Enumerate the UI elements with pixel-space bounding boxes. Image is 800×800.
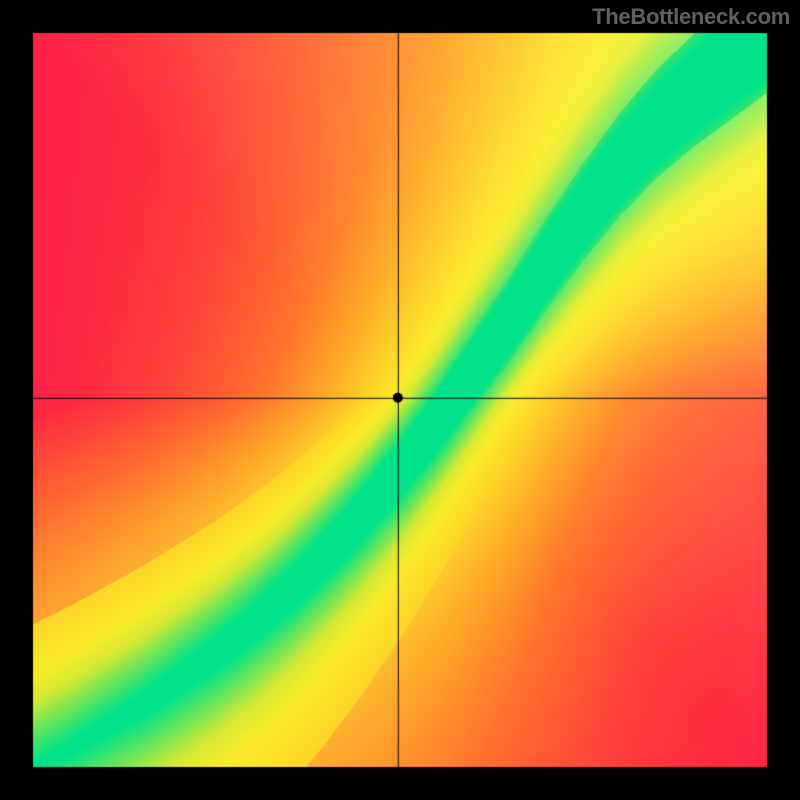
chart-container: TheBottleneck.com xyxy=(0,0,800,800)
heatmap-canvas xyxy=(0,0,800,800)
watermark-text: TheBottleneck.com xyxy=(592,4,790,30)
